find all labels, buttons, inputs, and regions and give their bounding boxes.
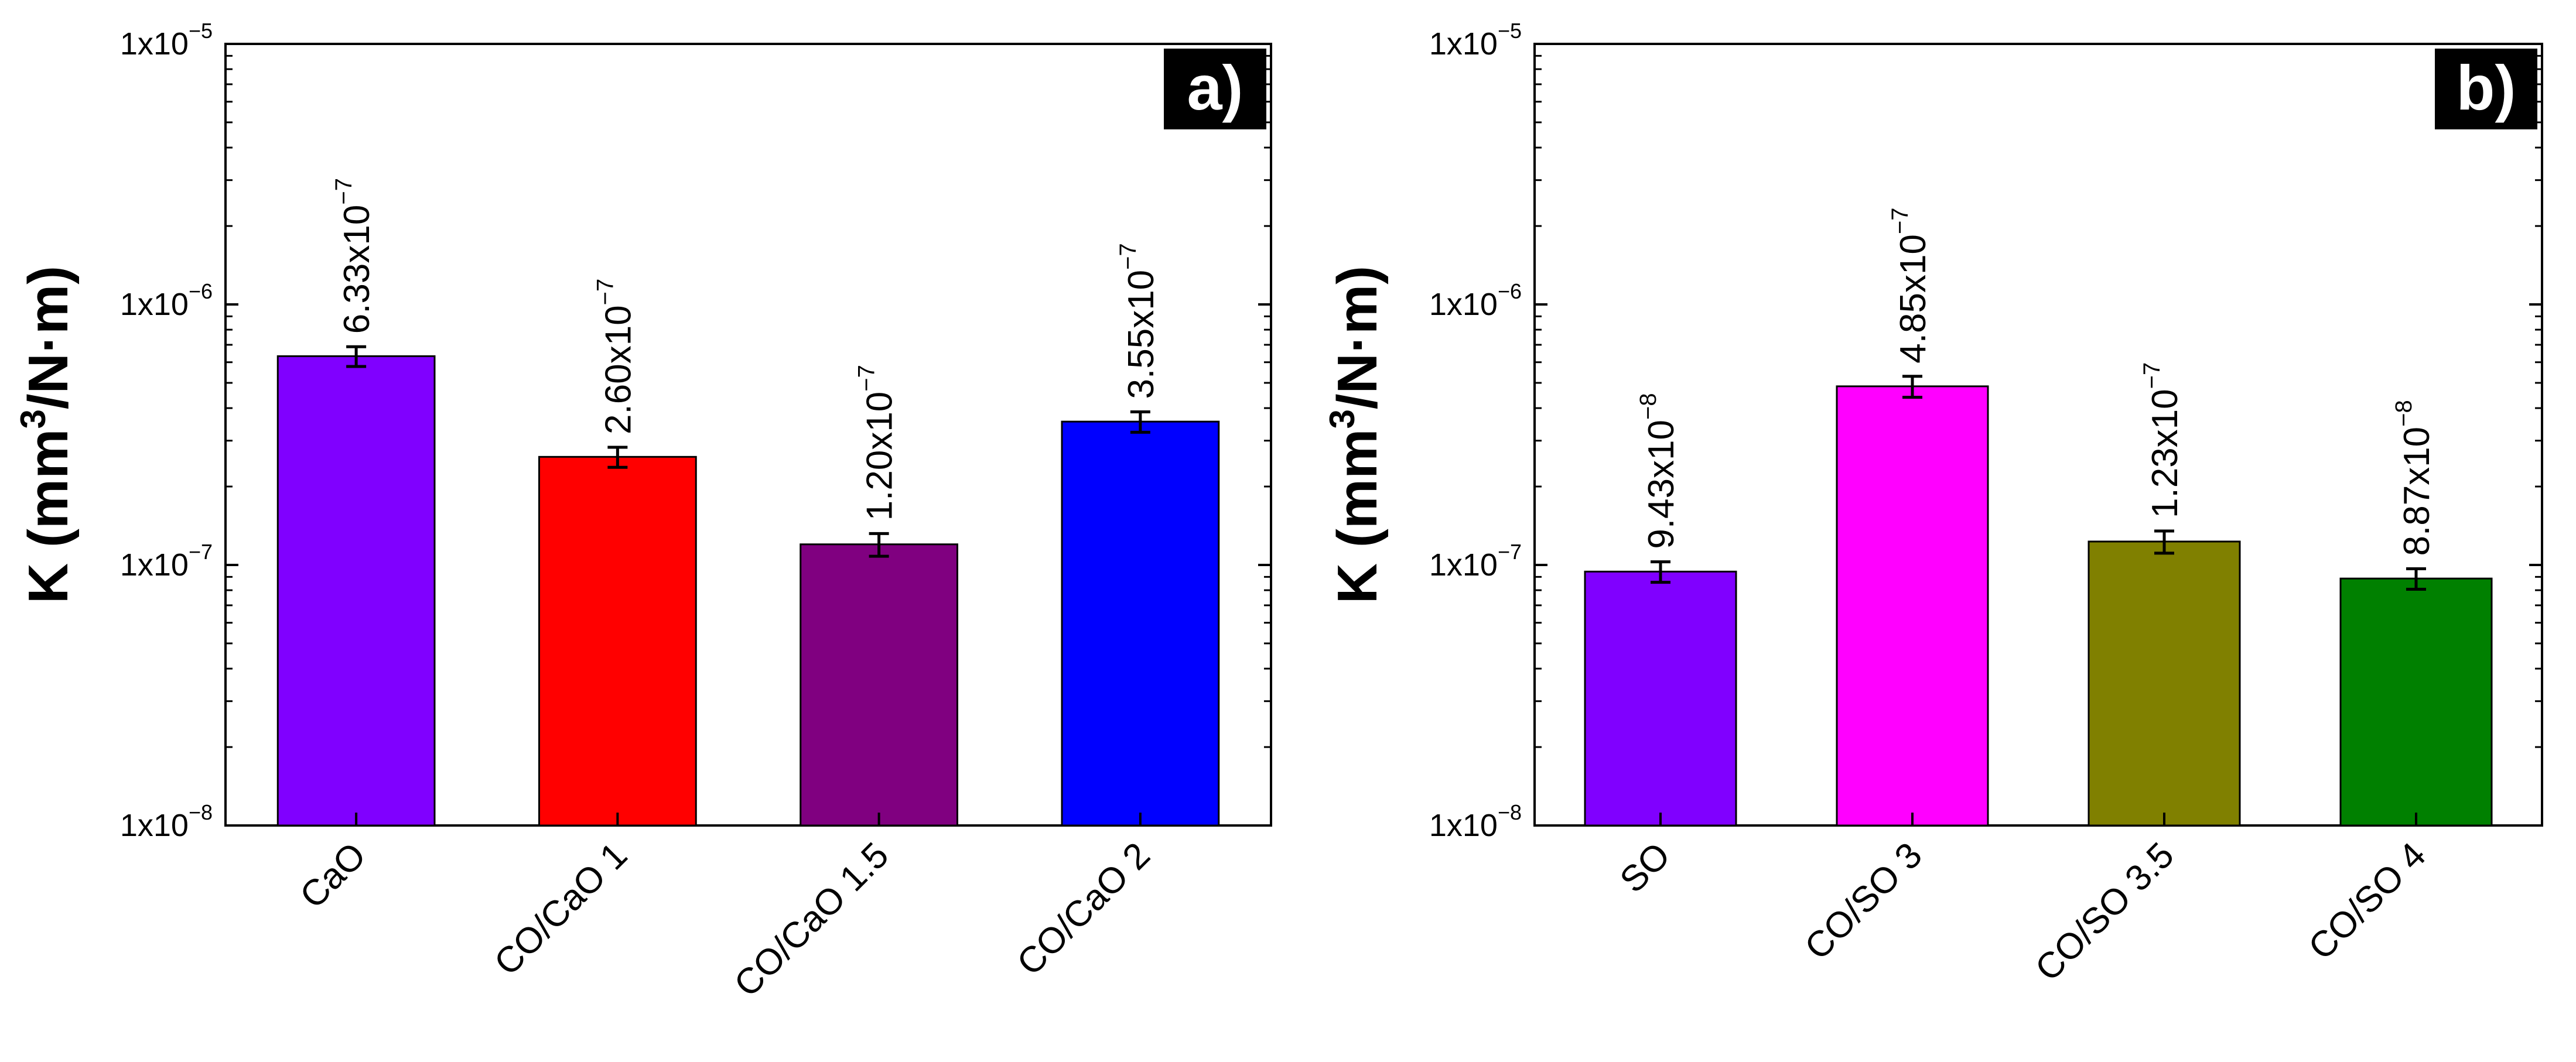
x-category-label: CO/CaO 1.5 — [727, 835, 897, 1005]
bar-value-label: 9.43x10−8 — [1635, 393, 1682, 549]
bar-value-label: 1.20x10−7 — [854, 365, 900, 520]
bar-value-label: 3.55x10−7 — [1115, 243, 1161, 399]
x-category-label: SO — [1612, 835, 1678, 900]
x-category-label: CO/SO 3.5 — [2028, 835, 2182, 989]
bar — [1836, 385, 1989, 827]
x-category-label: CO/CaO 2 — [1009, 835, 1157, 983]
y-tick-label: 1x10−6 — [1429, 279, 1522, 322]
bar — [2088, 540, 2241, 827]
y-axis-label: K (mm3/N·m) — [1323, 266, 1389, 604]
bar — [800, 543, 958, 827]
panel-tag-label: a) — [1187, 52, 1243, 123]
y-tick-label: 1x10−7 — [120, 540, 213, 583]
panel-b-chart: 1x10−8 1x10−7 1x10−6 1x10−5 K (mm3/N·m) 9.43x… — [1323, 19, 2543, 989]
bar-value-label: 8.87x10−8 — [2391, 400, 2437, 556]
y-tick-label: 1x10−6 — [120, 279, 213, 322]
y-tick-label: 1x10−8 — [1429, 800, 1522, 843]
x-category-label: CO/SO 3 — [1797, 835, 1930, 968]
bar-value-label: 4.85x10−7 — [1887, 207, 1933, 363]
bar-value-label: 2.60x10−7 — [592, 279, 638, 434]
bar — [538, 455, 697, 827]
plot-frame — [1533, 43, 2543, 827]
y-tick-label: 1x10−5 — [1429, 19, 1522, 61]
panel-tag-label: b) — [2457, 52, 2516, 123]
bar — [1061, 420, 1220, 827]
x-category-label: CaO — [292, 835, 374, 916]
panel-a-chart: 1x10−8 1x10−7 1x10−6 1x10−5 K (mm3/N·m) 6.33x… — [13, 19, 1272, 1005]
y-tick-label: 1x10−8 — [120, 800, 213, 843]
bar-value-label: 1.23x10−7 — [2139, 362, 2185, 518]
panel-tag-box — [1164, 49, 1266, 129]
panel-tag-box — [2435, 49, 2537, 129]
x-category-label: CO/SO 4 — [2301, 835, 2434, 968]
y-tick-label: 1x10−5 — [120, 19, 213, 61]
bar — [276, 355, 436, 827]
y-axis-label: K (mm3/N·m) — [13, 266, 80, 604]
bar — [2339, 577, 2493, 827]
plot-frame — [224, 43, 1272, 827]
bar — [1584, 570, 1737, 827]
bar-value-label: 6.33x10−7 — [331, 178, 377, 334]
x-category-label: CO/CaO 1 — [487, 835, 635, 983]
y-tick-label: 1x10−7 — [1429, 540, 1522, 583]
